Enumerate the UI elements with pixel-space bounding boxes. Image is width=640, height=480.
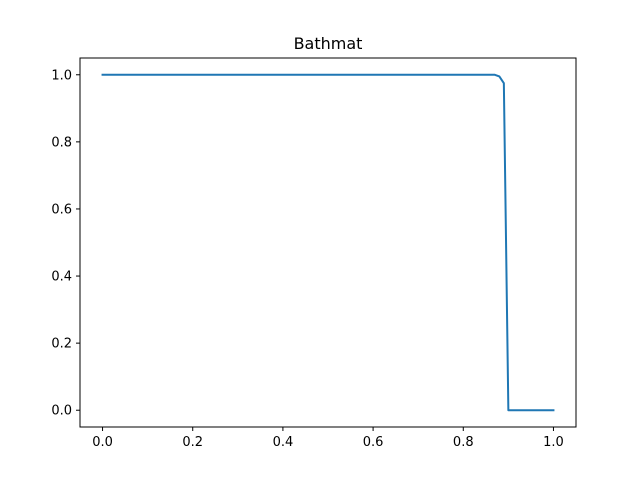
series-line xyxy=(101,73,555,412)
x-tick-label: 1.0 xyxy=(543,435,564,450)
y-tick-label: 0.8 xyxy=(51,135,72,150)
y-tick-label: 1.0 xyxy=(51,68,72,83)
y-tick-label: 0.0 xyxy=(51,404,72,419)
x-tick-label: 0.0 xyxy=(92,435,113,450)
x-axis: 0.0 0.2 0.4 0.6 0.8 1.0 xyxy=(92,427,564,450)
plot-area xyxy=(101,73,555,412)
axes-frame xyxy=(79,57,577,428)
y-tick-label: 0.6 xyxy=(51,202,72,217)
y-tick-label: 0.4 xyxy=(51,270,72,285)
y-tick-label: 0.2 xyxy=(51,337,72,352)
x-tick-label: 0.2 xyxy=(182,435,203,450)
chart-title: Bathmat xyxy=(294,34,363,53)
y-axis: 0.0 0.2 0.4 0.6 0.8 1.0 xyxy=(51,68,80,419)
x-tick-label: 0.6 xyxy=(363,435,384,450)
x-tick-label: 0.4 xyxy=(273,435,294,450)
x-tick-label: 0.8 xyxy=(453,435,474,450)
